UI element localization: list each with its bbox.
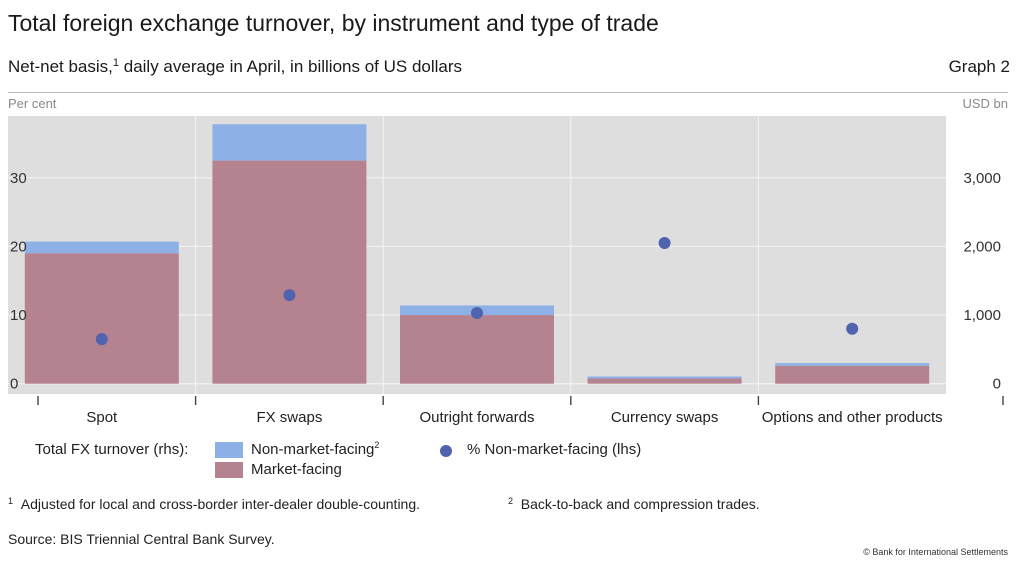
- footnote-2-mark: 2: [508, 496, 514, 506]
- bar-non-market-facing: [775, 363, 930, 366]
- subtitle-text: Net-net basis,: [8, 57, 113, 76]
- footnote-1-mark: 1: [8, 496, 14, 506]
- lhs-tick-label: 10: [10, 307, 27, 324]
- bar-market-facing: [587, 378, 742, 384]
- footnote-1: 1 Adjusted for local and cross-border in…: [8, 496, 420, 512]
- source-note: Source: BIS Triennial Central Bank Surve…: [8, 531, 275, 547]
- footnote-2: 2 Back-to-back and compression trades.: [508, 496, 760, 512]
- lhs-tick-label: 0: [10, 376, 18, 393]
- legend-non-market: Non-market-facing2: [251, 440, 380, 459]
- bar-non-market-facing: [587, 376, 742, 379]
- percent-markers: [95, 236, 859, 346]
- legend-non-market-swatch: [215, 442, 243, 458]
- bar-market-facing: [212, 160, 367, 384]
- lhs-tick-label: 20: [10, 238, 27, 255]
- lhs-axis-unit: Per cent: [8, 96, 57, 111]
- header-divider: [8, 92, 1008, 93]
- rhs-tick-label: 3,000: [963, 170, 1001, 187]
- subtitle-footnote-mark: 1: [112, 57, 120, 69]
- bar-non-market-facing: [212, 124, 367, 161]
- category-labels: Spot FX swaps Outright forwards Currency sw…: [86, 409, 942, 426]
- axis-ticks: 0 10 20 30 0 1,000 2,000 3,000: [10, 170, 1004, 405]
- legend-percent-label: % Non-market-facing (lhs): [467, 441, 642, 458]
- lhs-tick-label: 30: [10, 170, 27, 187]
- copyright-notice: © Bank for International Settlements: [863, 547, 1008, 557]
- category-label: Options and other products: [762, 409, 943, 426]
- bar-market-facing: [400, 315, 554, 384]
- bar-market-facing: [24, 253, 179, 384]
- percent-marker: [846, 322, 859, 335]
- percent-marker: [95, 333, 108, 346]
- legend-non-market-label: Non-market-facing: [251, 441, 375, 458]
- graph-number: Graph 2: [948, 57, 1010, 76]
- percent-marker: [658, 236, 671, 249]
- legend-group-label: Total FX turnover (rhs):: [35, 441, 189, 458]
- rhs-axis-unit: USD bn: [962, 96, 1008, 111]
- legend-footnote-mark: 2: [374, 440, 380, 450]
- category-label: FX swaps: [256, 409, 322, 426]
- rhs-tick-label: 0: [993, 376, 1001, 393]
- legend-market-swatch: [215, 462, 243, 478]
- bar-market-facing: [775, 365, 930, 384]
- category-label: Outright forwards: [419, 409, 534, 426]
- bars: [24, 124, 930, 384]
- footnote-1-text: Adjusted for local and cross-border inte…: [20, 496, 421, 512]
- rhs-tick-label: 2,000: [963, 238, 1001, 255]
- category-label: Currency swaps: [611, 409, 719, 426]
- chart-plot: 0 10 20 30 0 1,000 2,000 3,000 Spot FX swaps Outr…: [8, 116, 1004, 426]
- legend-percent-marker: [440, 445, 452, 457]
- percent-marker: [471, 307, 483, 320]
- footnote-2-text: Back-to-back and compression trades.: [520, 496, 760, 512]
- chart-title: Total foreign exchange turnover, by inst…: [8, 10, 659, 36]
- rhs-tick-label: 1,000: [963, 307, 1001, 324]
- subtitle-text-rest: daily average in April, in billions of U…: [119, 57, 463, 76]
- legend-market-label: Market-facing: [251, 461, 342, 478]
- bar-non-market-facing: [24, 241, 179, 254]
- percent-marker: [283, 289, 296, 302]
- chart-subtitle: Net-net basis,1 daily average in April, …: [8, 57, 462, 77]
- category-label: Spot: [86, 409, 118, 426]
